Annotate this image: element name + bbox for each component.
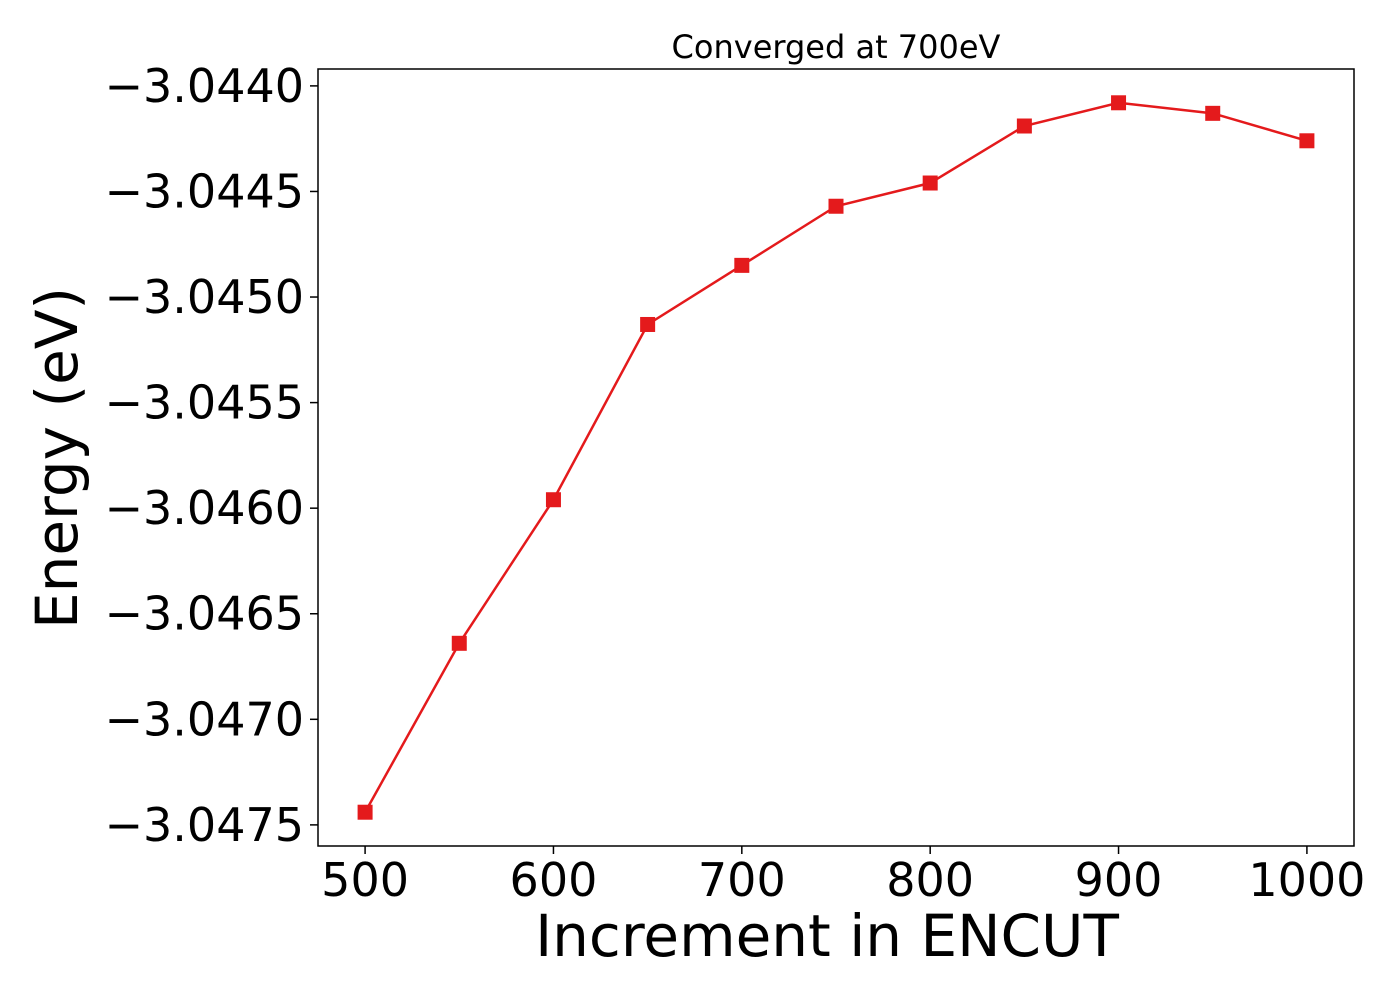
data-point <box>1016 118 1032 134</box>
y-tick-label: −3.0445 <box>105 164 305 218</box>
data-point <box>357 804 373 820</box>
y-tick-label: −3.0455 <box>105 376 305 430</box>
plot-frame <box>317 68 1355 847</box>
x-axis: 500 600 700 800 900 1000 <box>321 846 1365 907</box>
data-point <box>640 316 656 332</box>
y-tick-label: −3.0465 <box>105 587 305 641</box>
y-tick-label: −3.0450 <box>105 270 305 324</box>
plot-area <box>317 68 1355 847</box>
x-tick-label: 700 <box>698 853 786 907</box>
y-tick-label: −3.0470 <box>105 692 305 746</box>
series-layer <box>357 95 1315 820</box>
x-tick-label: 1000 <box>1248 853 1365 907</box>
data-point <box>545 492 561 508</box>
y-tick-label: −3.0440 <box>105 59 305 113</box>
x-axis-label: Increment in ENCUT <box>535 902 1119 970</box>
data-point <box>1111 95 1127 111</box>
data-point <box>451 635 467 651</box>
y-tick-label: −3.0475 <box>105 798 305 852</box>
y-axis: −3.0475 −3.0470 −3.0465 −3.0460 −3.0455 −3.04… <box>105 59 318 852</box>
y-axis-label: Energy (eV) <box>23 287 91 629</box>
y-tick-label: −3.0460 <box>105 481 305 535</box>
x-tick-label: 600 <box>510 853 598 907</box>
x-tick-label: 800 <box>886 853 974 907</box>
data-point <box>1205 105 1221 121</box>
data-point <box>922 175 938 191</box>
data-point <box>1299 133 1315 149</box>
data-point <box>828 198 844 214</box>
x-tick-label: 500 <box>321 853 409 907</box>
x-tick-label: 900 <box>1075 853 1163 907</box>
data-point <box>734 257 750 273</box>
chart-title: Converged at 700eV <box>672 28 1001 66</box>
